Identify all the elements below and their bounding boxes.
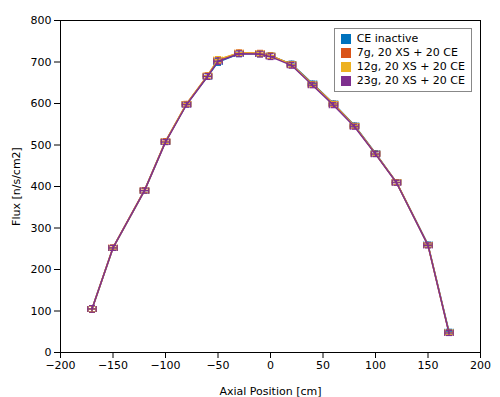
svg-text:400: 400	[31, 180, 52, 193]
html-text:CE inactive: CE inactive	[356, 32, 419, 45]
svg-text:150: 150	[418, 359, 439, 372]
svg-text:500: 500	[31, 139, 52, 152]
svg-text:−200: −200	[45, 359, 75, 372]
svg-text:Flux [n/s/cm2]: Flux [n/s/cm2]	[10, 147, 23, 226]
svg-text:200: 200	[31, 263, 52, 276]
svg-text:100: 100	[31, 305, 52, 318]
svg-text:−50: −50	[206, 359, 229, 372]
svg-text:600: 600	[31, 97, 52, 110]
svg-text:800: 800	[31, 14, 52, 27]
svg-text:−150: −150	[98, 359, 128, 372]
svg-text:50: 50	[316, 359, 330, 372]
html-text:23g, 20 XS + 20 CE: 23g, 20 XS + 20 CE	[356, 74, 465, 87]
svg-text:0: 0	[267, 359, 274, 372]
svg-text:−100: −100	[150, 359, 180, 372]
svg-text:100: 100	[365, 359, 386, 372]
html-text:12g, 20 XS + 20 CE: 12g, 20 XS + 20 CE	[356, 60, 465, 73]
html-text:7g, 20 XS + 20 CE: 7g, 20 XS + 20 CE	[356, 46, 458, 59]
svg-text:200: 200	[470, 359, 491, 372]
svg-text:300: 300	[31, 222, 52, 235]
svg-text:Axial Position [cm]: Axial Position [cm]	[219, 385, 321, 397]
svg-text:0: 0	[45, 346, 52, 359]
svg-text:700: 700	[31, 56, 52, 69]
